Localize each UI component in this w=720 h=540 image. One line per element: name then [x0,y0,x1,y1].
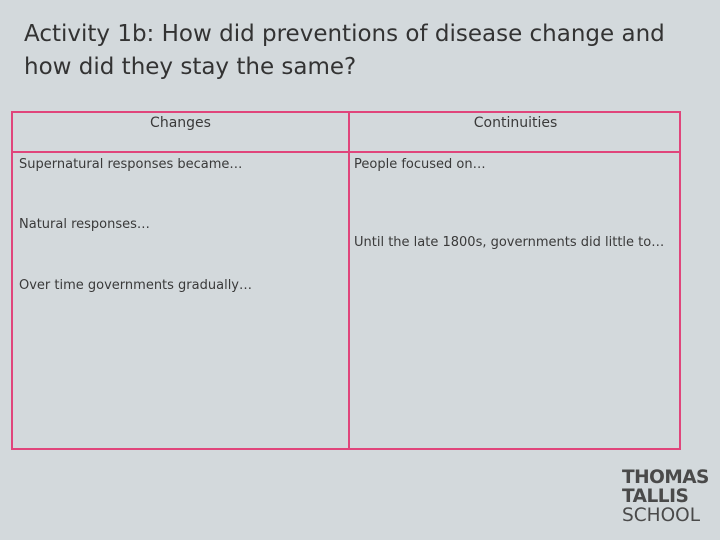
page-title: Activity 1b: How did preventions of dise… [24,21,665,80]
continuities-header: Continuities [473,115,558,131]
continuities-item-people: People focused on… [354,157,486,172]
logo-line-school: SCHOOL [622,505,701,526]
changes-item-governments: Over time governments gradually… [19,278,252,293]
changes-item-supernatural: Supernatural responses became… [19,157,243,172]
changes-header: Changes [150,115,211,131]
header-row-divider [13,151,679,153]
changes-item-natural: Natural responses… [19,217,150,232]
thomas-tallis-school-logo: THOMAS TALLIS SCHOOL [622,468,712,525]
logo-line-thomas: THOMAS [622,467,709,488]
column-divider [348,113,350,448]
continuities-item-governments: Until the late 1800s, governments did li… [354,235,665,250]
changes-continuities-table: Changes Continuities Supernatural respon… [11,111,681,450]
logo-line-tallis: TALLIS [622,486,689,507]
